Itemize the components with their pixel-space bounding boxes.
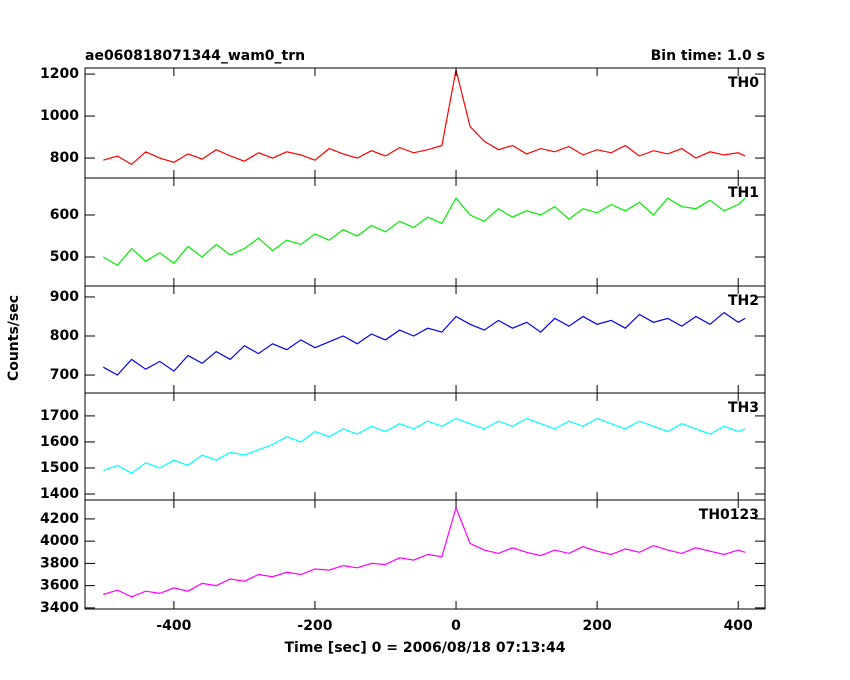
y-tick-label: 1200 bbox=[40, 66, 79, 82]
series-line bbox=[103, 417, 746, 474]
x-tick-label: 0 bbox=[451, 618, 461, 634]
y-tick-label: 800 bbox=[50, 150, 79, 166]
series-line bbox=[103, 69, 746, 166]
y-tick-label: 4000 bbox=[40, 533, 79, 549]
panel-label: TH2 bbox=[728, 293, 759, 309]
y-tick-label: 900 bbox=[50, 289, 79, 305]
y-tick-label: 1500 bbox=[40, 460, 79, 476]
y-tick-label: 500 bbox=[50, 249, 79, 265]
bin-label: Bin time: 1.0 s bbox=[651, 48, 765, 64]
y-tick-label: 800 bbox=[50, 328, 79, 344]
panel-frame bbox=[84, 285, 766, 394]
y-tick-label: 1700 bbox=[40, 408, 79, 424]
y-tick-label: 3600 bbox=[40, 578, 79, 594]
panel-label: TH1 bbox=[728, 185, 759, 201]
panel-label: TH0123 bbox=[699, 507, 759, 523]
series-line bbox=[103, 311, 746, 376]
panel-label: TH0 bbox=[728, 75, 759, 91]
y-tick-label: 3800 bbox=[40, 555, 79, 571]
y-tick-label: 1000 bbox=[40, 108, 79, 124]
panel-frame bbox=[84, 499, 766, 610]
panel-frame bbox=[84, 67, 766, 179]
chart-title: ae060818071344_wam0_trn bbox=[85, 48, 305, 64]
series-line bbox=[103, 505, 746, 598]
y-axis-label: Counts/sec bbox=[6, 295, 22, 381]
panel-frame bbox=[84, 177, 766, 287]
y-tick-label: 600 bbox=[50, 207, 79, 223]
y-tick-label: 1600 bbox=[40, 434, 79, 450]
x-axis-label: Time [sec] 0 = 2006/08/18 07:13:44 bbox=[285, 640, 566, 656]
x-tick-label: 400 bbox=[724, 618, 753, 634]
y-tick-label: 700 bbox=[50, 367, 79, 383]
series-line bbox=[102, 197, 746, 267]
y-tick-label: 1400 bbox=[40, 486, 79, 502]
panel-label: TH3 bbox=[728, 400, 759, 416]
panel-frame bbox=[84, 392, 766, 501]
x-tick-label: 200 bbox=[582, 618, 611, 634]
y-tick-label: 3400 bbox=[40, 600, 79, 616]
x-tick-label: -400 bbox=[156, 618, 191, 634]
y-tick-label: 4200 bbox=[40, 511, 79, 527]
x-tick-label: -200 bbox=[297, 618, 332, 634]
